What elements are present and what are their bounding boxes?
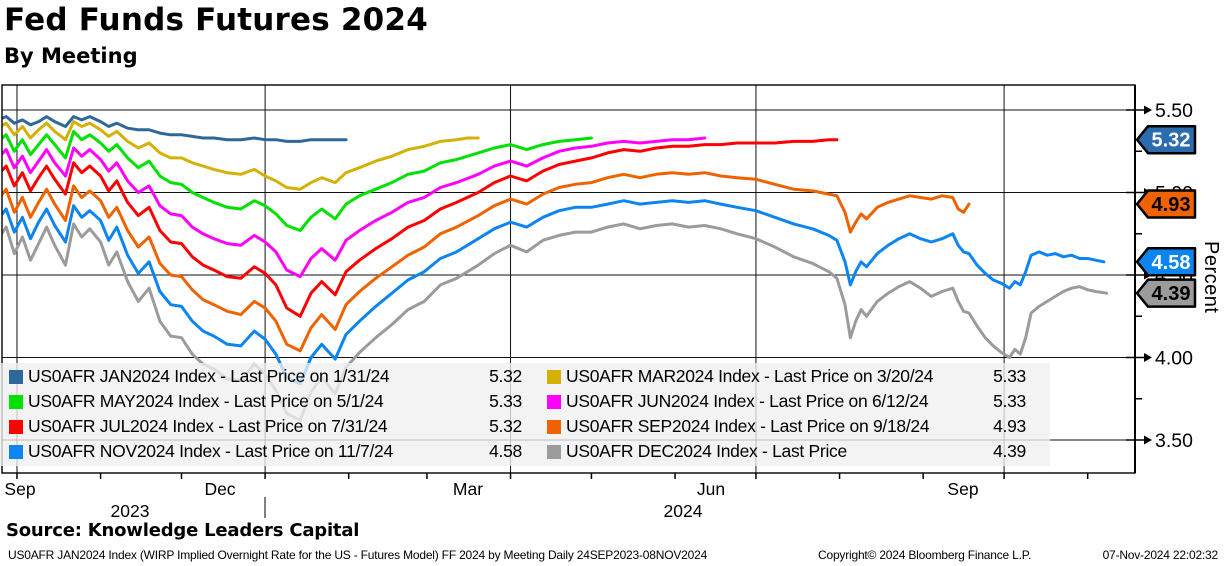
series-lines [2, 115, 1109, 422]
legend-item-may2024: US0AFR MAY2024 Index - Last Price on 5/1… [0, 389, 538, 414]
legend-item-jan2024: US0AFR JAN2024 Index - Last Price on 1/3… [0, 364, 538, 389]
legend-label: US0AFR MAR2024 Index - Last Price on 3/2… [566, 366, 934, 386]
price-tag-value: 4.93 [1152, 194, 1191, 216]
price-tag-4.58 [1135, 247, 1197, 277]
year-label: 2023 [111, 501, 150, 521]
series-line-mar2024 [2, 120, 480, 191]
legend-item-mar2024: US0AFR MAR2024 Index - Last Price on 3/2… [538, 364, 1042, 389]
y-tick-label: 4.00 [1155, 348, 1193, 370]
legend-last-value: 5.32 [489, 416, 522, 436]
legend-swatch-jan2024 [9, 369, 23, 384]
x-tick-label: Jun [697, 479, 725, 499]
footer-copyright: Copyright© 2024 Bloomberg Finance L.P. [818, 548, 1032, 562]
legend-last-value: 5.33 [489, 391, 522, 411]
price-tag-5.32 [1135, 124, 1197, 155]
legend-swatch-nov2024 [9, 444, 23, 459]
source-line: Source: Knowledge Leaders Capital [6, 520, 360, 541]
series-line-dec2024 [2, 222, 1109, 422]
footer-timestamp: 07-Nov-2024 22:02:32 [1102, 548, 1219, 562]
y-axis-title: Percent [1200, 240, 1222, 314]
legend-label: US0AFR DEC2024 Index - Last Price [566, 441, 847, 461]
x-tick-label: Sep [4, 479, 35, 499]
legend-label: US0AFR NOV2024 Index - Last Price on 11/… [28, 441, 393, 461]
x-tick-label: Sep [947, 479, 978, 499]
x-tick-label: Dec [204, 479, 235, 499]
legend-label: US0AFR SEP2024 Index - Last Price on 9/1… [566, 416, 930, 436]
x-tick-label: Mar [453, 479, 483, 499]
price-tag-value: 4.39 [1152, 283, 1191, 305]
legend-last-value: 4.39 [993, 441, 1026, 461]
legend-swatch-jul2024 [9, 419, 23, 434]
series-line-nov2024 [2, 199, 1106, 386]
legend-last-value: 5.32 [489, 366, 522, 386]
legend-swatch-jun2024 [547, 394, 561, 409]
legend-label: US0AFR JAN2024 Index - Last Price on 1/3… [28, 366, 390, 386]
footer-description: US0AFR JAN2024 Index (WIRP Implied Overn… [8, 548, 708, 562]
series-line-jun2024 [2, 136, 707, 279]
legend-last-value: 4.93 [993, 416, 1026, 436]
legend-last-value: 4.58 [489, 441, 522, 461]
series-line-sep2024 [2, 171, 971, 353]
legend-item-jul2024: US0AFR JUL2024 Index - Last Price on 7/3… [0, 414, 538, 439]
legend-item-nov2024: US0AFR NOV2024 Index - Last Price on 11/… [0, 439, 538, 464]
series-line-jul2024 [2, 138, 839, 318]
chart-subtitle: By Meeting [4, 44, 138, 68]
price-tag-4.93 [1135, 189, 1197, 219]
legend: US0AFR JAN2024 Index - Last Price on 1/3… [0, 363, 1050, 466]
series-line-may2024 [2, 129, 593, 232]
legend-last-value: 5.33 [993, 391, 1026, 411]
legend-item-jun2024: US0AFR JUN2024 Index - Last Price on 6/1… [538, 389, 1042, 414]
legend-swatch-sep2024 [547, 419, 561, 434]
page-title: Fed Funds Futures 2024 [4, 2, 428, 38]
legend-label: US0AFR JUN2024 Index - Last Price on 6/1… [566, 391, 929, 411]
legend-item-sep2024: US0AFR SEP2024 Index - Last Price on 9/1… [538, 414, 1042, 439]
y-tick-arrowhead [1144, 353, 1152, 362]
legend-label: US0AFR MAY2024 Index - Last Price on 5/1… [28, 391, 384, 411]
price-tag-value: 5.32 [1152, 130, 1191, 152]
y-tick-arrowhead [1144, 105, 1152, 115]
y-tick-arrowhead [1144, 435, 1152, 445]
legend-swatch-dec2024 [547, 444, 561, 459]
price-tag-value: 4.58 [1152, 252, 1191, 274]
series-line-jan2024 [2, 115, 348, 143]
legend-label: US0AFR JUL2024 Index - Last Price on 7/3… [28, 416, 388, 436]
legend-item-dec2024: US0AFR DEC2024 Index - Last Price 4.39 [538, 439, 1042, 464]
legend-last-value: 5.33 [993, 366, 1026, 386]
y-tick-label: 3.50 [1155, 430, 1193, 452]
price-tag-4.39 [1135, 278, 1197, 308]
legend-swatch-may2024 [9, 394, 23, 409]
year-label: 2024 [664, 501, 703, 521]
legend-swatch-mar2024 [547, 369, 561, 384]
y-tick-label: 5.50 [1155, 100, 1193, 122]
